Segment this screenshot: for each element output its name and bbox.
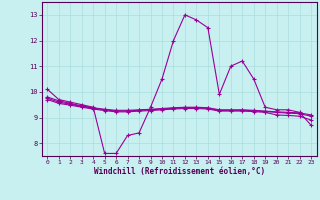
X-axis label: Windchill (Refroidissement éolien,°C): Windchill (Refroidissement éolien,°C): [94, 167, 265, 176]
